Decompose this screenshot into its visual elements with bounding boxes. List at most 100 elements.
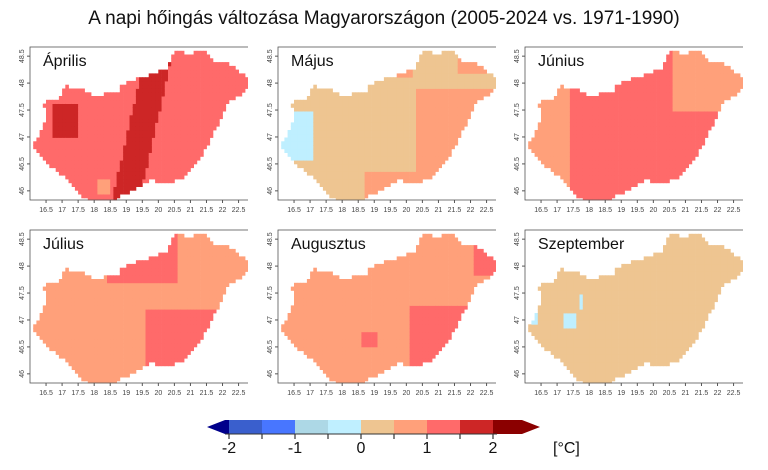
grid-cell: [55, 145, 60, 150]
grid-cell: [399, 141, 404, 146]
grid-cell: [348, 145, 353, 150]
grid-cell: [203, 122, 207, 127]
grid-cell: [714, 99, 718, 104]
grid-cell: [42, 313, 47, 318]
grid-cell: [123, 186, 127, 191]
grid-cell: [126, 163, 130, 169]
grid-cell: [319, 175, 324, 180]
grid-cell: [534, 133, 539, 138]
grid-cell: [110, 145, 114, 150]
grid-cell: [58, 103, 63, 108]
grid-cell: [669, 126, 673, 131]
grid-cell: [675, 118, 680, 123]
grid-cell: [168, 65, 172, 71]
grid-cell: [55, 160, 60, 165]
grid-cell: [714, 88, 718, 93]
grid-cell: [566, 88, 571, 93]
grid-cell: [193, 88, 198, 93]
grid-cell: [177, 141, 182, 146]
grid-cell: [358, 126, 362, 131]
grid-cell: [682, 73, 686, 78]
grid-cell: [608, 167, 612, 172]
grid-cell: [200, 126, 204, 131]
grid-cell: [74, 186, 79, 191]
grid-cell: [663, 69, 667, 74]
grid-cell: [390, 88, 394, 93]
grid-cell: [547, 122, 552, 127]
grid-cell: [332, 160, 337, 165]
grid-cell: [55, 335, 60, 340]
grid-cell: [184, 103, 188, 108]
grid-cell: [557, 88, 561, 93]
grid-cell: [614, 167, 619, 172]
grid-cell: [432, 77, 436, 82]
grid-cell: [367, 99, 372, 104]
grid-cell: [196, 133, 201, 138]
grid-cell: [306, 114, 311, 120]
grid-cell: [419, 65, 423, 71]
grid-cell: [675, 73, 680, 78]
x-tick-label: 18.5: [103, 207, 117, 214]
grid-cell: [148, 137, 153, 142]
grid-cell: [618, 111, 622, 116]
grid-cell: [371, 96, 375, 101]
grid-cell: [412, 152, 417, 157]
grid-cell: [46, 160, 50, 165]
grid-cell: [68, 103, 73, 108]
grid-cell: [206, 103, 211, 108]
grid-cell: [399, 99, 404, 104]
grid-cell: [52, 335, 57, 340]
grid-cell: [403, 141, 407, 146]
grid-cell: [640, 141, 645, 146]
grid-cell: [184, 92, 188, 97]
grid-cell: [322, 133, 327, 138]
grid-cell: [158, 156, 162, 161]
grid-cell: [579, 99, 584, 104]
grid-cell: [701, 99, 706, 104]
grid-cell: [457, 62, 462, 67]
grid-cell: [672, 163, 677, 169]
grid-cell: [52, 346, 57, 352]
grid-cell: [416, 141, 420, 146]
grid-cell: [155, 175, 159, 180]
grid-cell: [416, 167, 420, 172]
grid-cell: [219, 65, 223, 71]
grid-cell: [316, 171, 321, 176]
grid-cell: [582, 179, 587, 184]
grid-cell: [116, 182, 121, 187]
grid-cell: [123, 92, 127, 97]
grid-cell: [94, 171, 98, 176]
grid-cell: [608, 182, 612, 187]
grid-cell: [627, 148, 632, 153]
grid-cell: [103, 152, 108, 157]
x-tick-label: 19: [617, 207, 625, 214]
y-tick-label: 46.5: [267, 157, 274, 171]
grid-cell: [91, 107, 95, 112]
grid-cell: [203, 77, 207, 82]
grid-cell: [691, 50, 696, 55]
grid-cell: [537, 137, 542, 142]
grid-cell: [451, 73, 455, 78]
grid-cell: [113, 197, 117, 201]
grid-cell: [544, 137, 548, 142]
grid-cell: [39, 133, 44, 138]
grid-cell: [216, 96, 220, 101]
grid-cell: [351, 126, 356, 131]
grid-cell: [329, 92, 333, 97]
grid-cell: [425, 133, 430, 138]
grid-cell: [659, 148, 664, 153]
grid-cell: [342, 182, 346, 187]
grid-cell: [646, 114, 651, 120]
grid-cell: [94, 107, 98, 112]
grid-cell: [164, 118, 169, 123]
grid-cell: [553, 145, 558, 150]
grid-cell: [116, 133, 121, 138]
grid-cell: [586, 137, 590, 142]
grid-cell: [123, 175, 127, 180]
grid-cell: [387, 148, 391, 153]
grid-cell: [653, 163, 657, 169]
grid-cell: [335, 171, 340, 176]
grid-cell: [377, 118, 382, 123]
grid-cell: [290, 130, 295, 135]
grid-cell: [614, 160, 619, 165]
